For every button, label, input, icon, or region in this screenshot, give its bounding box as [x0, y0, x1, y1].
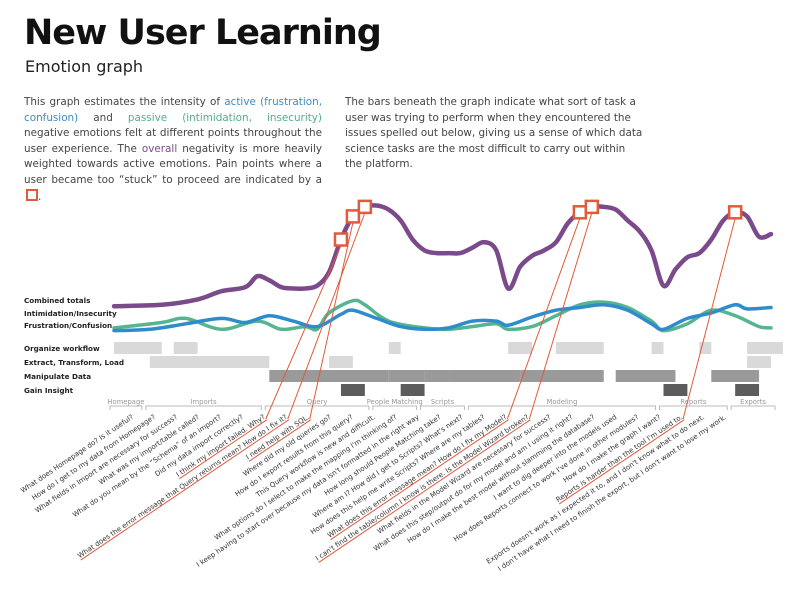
question-label: What do you mean by the “Schema” of an i… — [71, 413, 223, 519]
task-band-label: Gain Insight — [24, 386, 74, 395]
task-band-segment — [424, 370, 449, 382]
task-band-segment — [400, 384, 425, 396]
overall-legend-text: overall — [141, 142, 178, 155]
series-label-active: Frustration/Confusion — [24, 321, 112, 330]
intro-text-1: This graph estimates the intensity of — [24, 96, 225, 108]
pain-connector — [528, 212, 593, 420]
pain-connector — [287, 212, 366, 420]
task-band-segment — [615, 370, 676, 382]
category-bracket — [145, 405, 262, 410]
task-band-segment — [555, 342, 604, 354]
task-band-segment — [388, 370, 425, 382]
task-band-segment — [114, 342, 162, 354]
task-band-label: Extract, Transform, Load — [24, 358, 124, 367]
series-label-passive: Intimidation/Insecurity — [24, 309, 117, 318]
category-label: Scripts — [431, 398, 455, 406]
category-label: Exports — [740, 398, 766, 406]
page-title: New User Learning — [24, 13, 382, 53]
category-label: Modeling — [546, 398, 577, 406]
question-underline — [558, 419, 685, 505]
series-line-active — [112, 302, 773, 333]
pain-point-marker — [572, 205, 588, 220]
series-line-passive — [112, 298, 773, 333]
task-band-label: Organize workflow — [24, 344, 100, 353]
pain-point-marker — [357, 199, 373, 215]
question-underline — [178, 419, 268, 480]
pain-connector — [309, 222, 354, 420]
category-label: Reports — [680, 398, 707, 406]
question-underline — [248, 419, 312, 462]
intro-text-5: . — [38, 190, 42, 203]
task-band-label: Manipulate Data — [24, 372, 91, 381]
intro-text-2: and — [78, 111, 128, 124]
category-bracket — [372, 405, 418, 410]
task-band-segment — [711, 370, 760, 382]
passive-legend-text: passive (intimidation, insecurity) — [127, 111, 322, 124]
task-band-segment — [269, 370, 389, 382]
category-bracket — [658, 405, 728, 410]
pain-point-marker — [727, 205, 743, 220]
task-band-segment — [149, 356, 270, 368]
category-bracket — [264, 405, 370, 410]
question-underline — [318, 419, 531, 563]
task-band-segment — [173, 342, 198, 354]
task-band-segment — [508, 342, 533, 354]
question-underline — [80, 419, 290, 561]
series-label-combined: Combined totals — [24, 296, 90, 305]
task-band-segment — [388, 342, 401, 354]
task-band-segment — [520, 370, 604, 382]
active-legend-text: active (frustration, confusion) — [24, 96, 322, 124]
question-underline — [330, 419, 509, 541]
task-band-segment — [651, 342, 664, 354]
task-band-segment — [663, 384, 688, 396]
intro-paragraph-left: This graph estimates the intensity of ac… — [24, 95, 322, 205]
task-band-segment — [747, 342, 783, 354]
pain-connector — [506, 218, 581, 420]
task-band-segment — [735, 384, 760, 396]
category-bracket — [730, 405, 776, 410]
category-label: Query — [307, 398, 328, 406]
category-bracket — [467, 405, 657, 410]
task-band-segment — [747, 356, 771, 368]
intro-paragraph-right: The bars beneath the graph indicate what… — [345, 96, 643, 171]
task-band-segment — [448, 370, 521, 382]
series-line-combined — [111, 203, 774, 309]
intro-text-4: negativity is more heavily weighted towa… — [24, 142, 322, 186]
category-label: Homepage — [107, 398, 144, 406]
pain-connector — [265, 245, 342, 420]
pain-point-marker — [345, 209, 361, 224]
category-bracket — [109, 405, 143, 410]
task-band-segment — [340, 384, 365, 396]
category-label: Imports — [191, 398, 218, 406]
page-subtitle: Emotion graph — [25, 57, 144, 76]
task-band-segment — [329, 356, 353, 368]
task-band-segment — [699, 342, 712, 354]
category-label: People Matching — [367, 398, 423, 406]
category-bracket — [420, 405, 465, 410]
pain-point-marker — [333, 232, 349, 247]
pain-point-legend-icon — [26, 188, 38, 201]
pain-point-marker — [584, 199, 600, 215]
intro-text-3: negative emotions felt at different poin… — [24, 127, 322, 155]
pain-connector — [682, 218, 736, 420]
